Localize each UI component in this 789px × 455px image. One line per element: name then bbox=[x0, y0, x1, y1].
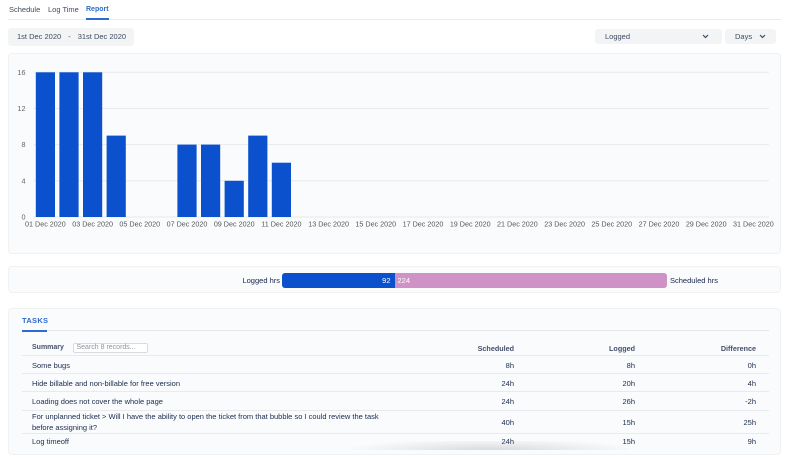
svg-text:29 Dec 2020: 29 Dec 2020 bbox=[686, 220, 727, 229]
svg-text:19 Dec 2020: 19 Dec 2020 bbox=[450, 220, 491, 229]
svg-text:13 Dec 2020: 13 Dec 2020 bbox=[308, 220, 349, 229]
svg-text:27 Dec 2020: 27 Dec 2020 bbox=[639, 220, 680, 229]
svg-text:03 Dec 2020: 03 Dec 2020 bbox=[72, 220, 113, 229]
svg-text:0: 0 bbox=[22, 213, 26, 222]
svg-text:31 Dec 2020: 31 Dec 2020 bbox=[733, 220, 774, 229]
svg-text:16: 16 bbox=[18, 68, 26, 77]
svg-text:07 Dec 2020: 07 Dec 2020 bbox=[167, 220, 208, 229]
svg-text:05 Dec 2020: 05 Dec 2020 bbox=[119, 220, 160, 229]
svg-text:4: 4 bbox=[22, 176, 26, 185]
svg-text:21 Dec 2020: 21 Dec 2020 bbox=[497, 220, 538, 229]
svg-text:09 Dec 2020: 09 Dec 2020 bbox=[214, 220, 255, 229]
svg-text:15 Dec 2020: 15 Dec 2020 bbox=[355, 220, 396, 229]
svg-text:17 Dec 2020: 17 Dec 2020 bbox=[403, 220, 444, 229]
svg-text:01 Dec 2020: 01 Dec 2020 bbox=[25, 220, 66, 229]
svg-text:23 Dec 2020: 23 Dec 2020 bbox=[544, 220, 585, 229]
svg-text:11 Dec 2020: 11 Dec 2020 bbox=[261, 220, 301, 229]
svg-text:12: 12 bbox=[18, 104, 26, 113]
svg-text:25 Dec 2020: 25 Dec 2020 bbox=[591, 220, 632, 229]
svg-text:8: 8 bbox=[22, 140, 26, 149]
